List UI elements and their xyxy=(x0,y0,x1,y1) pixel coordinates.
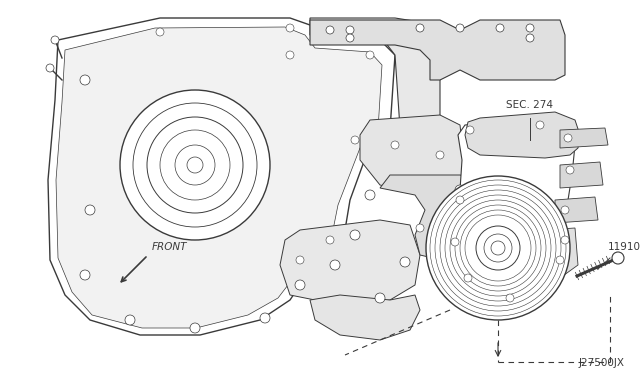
Polygon shape xyxy=(465,112,580,158)
Circle shape xyxy=(51,36,59,44)
Polygon shape xyxy=(380,175,500,262)
Circle shape xyxy=(296,256,304,264)
Text: J27500JX: J27500JX xyxy=(579,358,625,368)
Circle shape xyxy=(346,26,354,34)
Circle shape xyxy=(190,323,200,333)
Circle shape xyxy=(326,26,334,34)
Circle shape xyxy=(351,136,359,144)
Circle shape xyxy=(80,75,90,85)
Circle shape xyxy=(561,236,569,244)
Polygon shape xyxy=(360,115,465,195)
Polygon shape xyxy=(310,295,420,340)
Circle shape xyxy=(416,24,424,32)
Circle shape xyxy=(120,90,270,240)
Circle shape xyxy=(612,252,624,264)
Polygon shape xyxy=(310,18,440,128)
Circle shape xyxy=(295,280,305,290)
Circle shape xyxy=(456,196,464,204)
Polygon shape xyxy=(560,128,608,148)
Circle shape xyxy=(286,24,294,32)
Circle shape xyxy=(566,166,574,174)
Circle shape xyxy=(350,230,360,240)
Circle shape xyxy=(46,64,54,72)
Circle shape xyxy=(536,121,544,129)
Circle shape xyxy=(426,176,570,320)
Circle shape xyxy=(476,226,520,270)
Polygon shape xyxy=(535,228,578,278)
Text: FRONT: FRONT xyxy=(152,242,188,252)
Circle shape xyxy=(466,126,474,134)
Circle shape xyxy=(326,236,334,244)
Circle shape xyxy=(526,34,534,42)
Polygon shape xyxy=(310,20,565,80)
Circle shape xyxy=(156,28,164,36)
Circle shape xyxy=(561,206,569,214)
Circle shape xyxy=(455,185,465,195)
Circle shape xyxy=(451,238,459,246)
Circle shape xyxy=(556,256,564,264)
Circle shape xyxy=(456,24,464,32)
Circle shape xyxy=(330,260,340,270)
Circle shape xyxy=(416,224,424,232)
Polygon shape xyxy=(48,18,395,335)
Polygon shape xyxy=(56,27,382,328)
Circle shape xyxy=(506,294,514,302)
Circle shape xyxy=(391,141,399,149)
Circle shape xyxy=(464,274,472,282)
Circle shape xyxy=(260,313,270,323)
Circle shape xyxy=(125,315,135,325)
Circle shape xyxy=(526,24,534,32)
Circle shape xyxy=(564,134,572,142)
Circle shape xyxy=(366,51,374,59)
Circle shape xyxy=(375,293,385,303)
Text: SEC. 274: SEC. 274 xyxy=(506,100,554,110)
Circle shape xyxy=(365,190,375,200)
Polygon shape xyxy=(560,162,603,188)
Circle shape xyxy=(436,151,444,159)
Circle shape xyxy=(85,205,95,215)
Circle shape xyxy=(346,34,354,42)
Polygon shape xyxy=(555,197,598,223)
Text: 11910A: 11910A xyxy=(608,242,640,252)
Circle shape xyxy=(400,257,410,267)
Polygon shape xyxy=(452,118,575,302)
Circle shape xyxy=(80,270,90,280)
Circle shape xyxy=(286,51,294,59)
Circle shape xyxy=(496,24,504,32)
Polygon shape xyxy=(280,220,420,305)
